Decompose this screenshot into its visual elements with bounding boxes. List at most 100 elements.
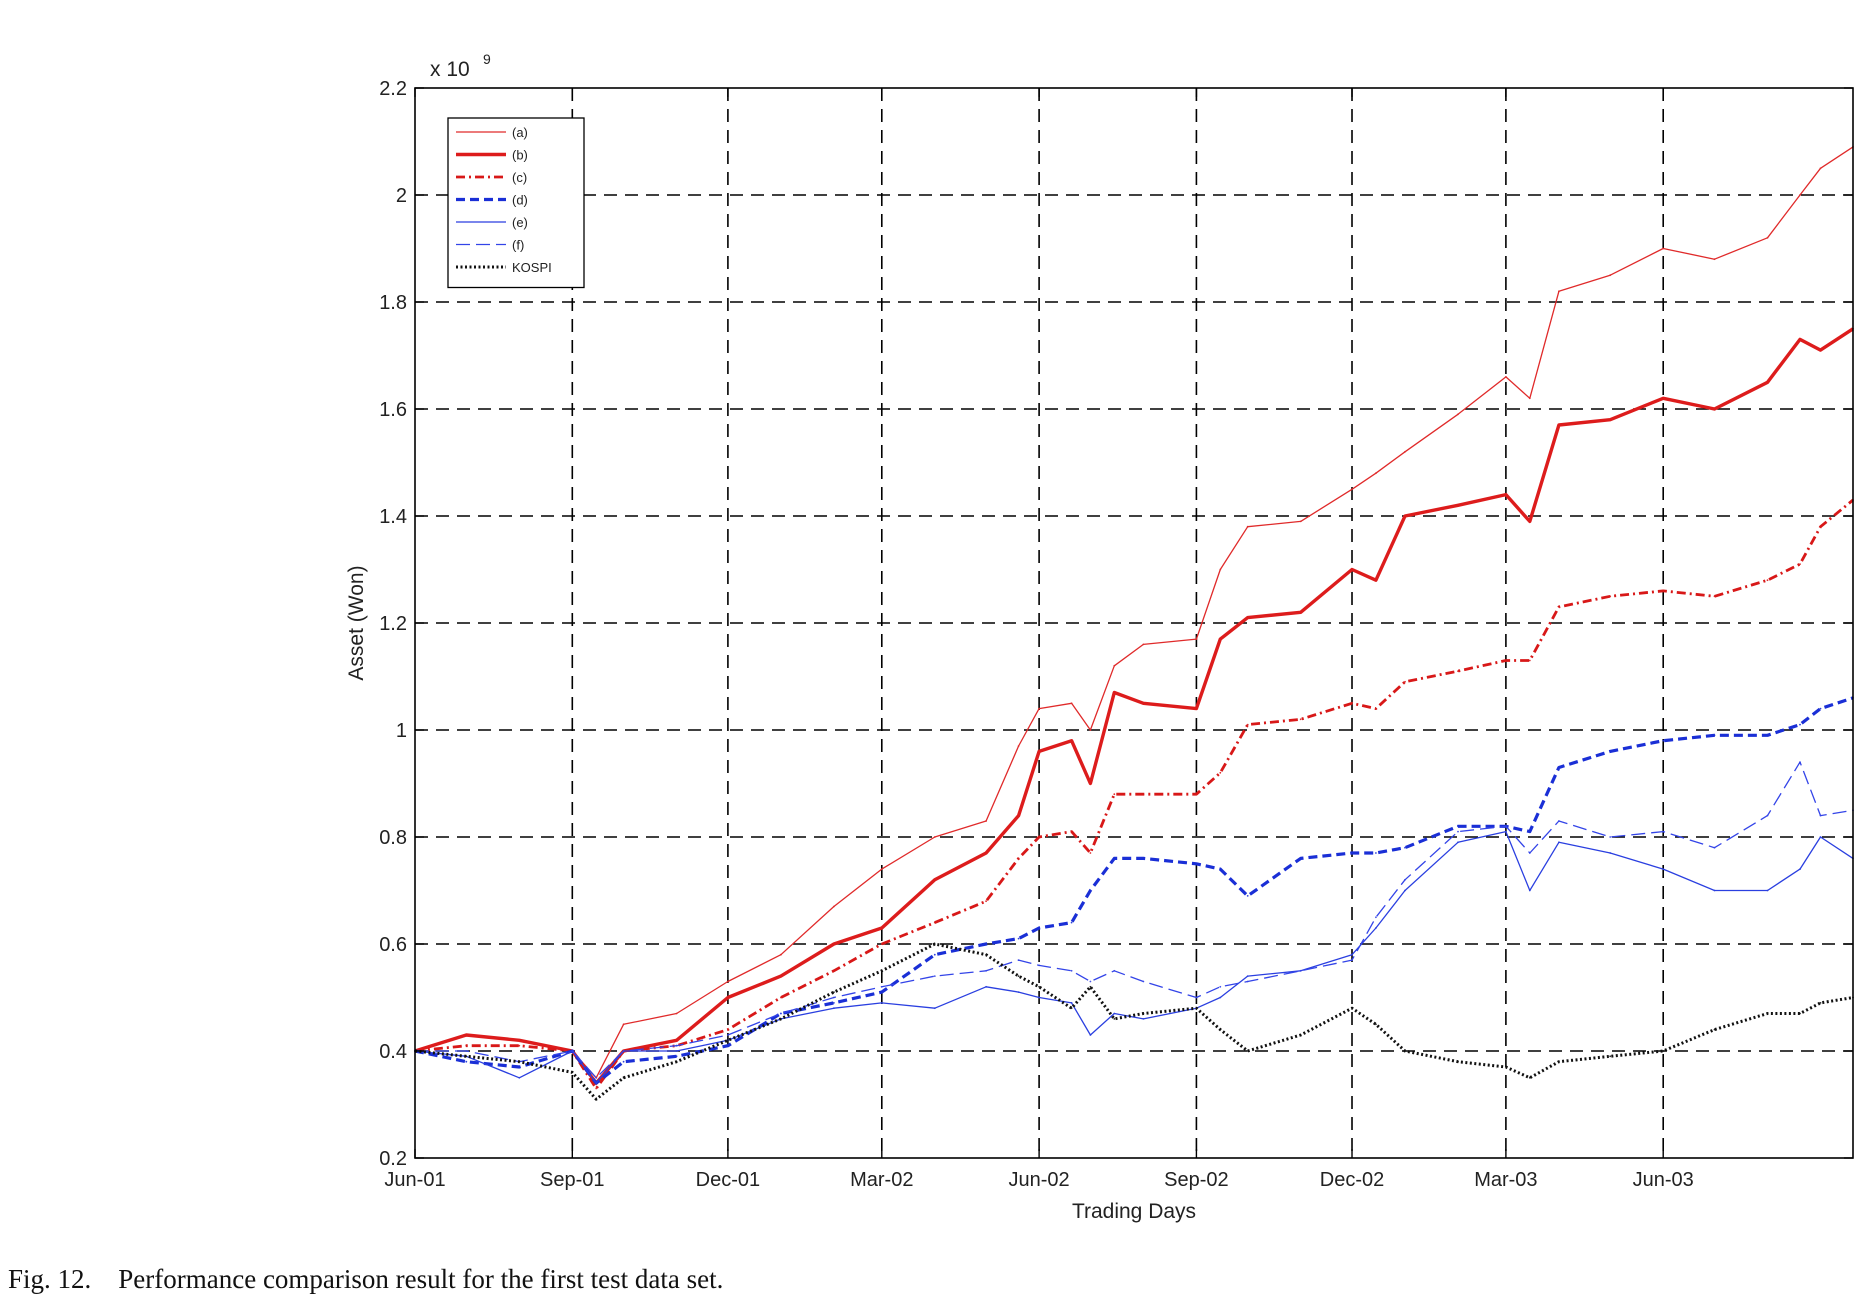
data-point	[1195, 996, 1198, 999]
data-point	[1713, 258, 1716, 261]
data-point	[985, 900, 987, 903]
data-point	[1351, 1007, 1353, 1010]
data-point	[1017, 991, 1020, 993]
data-point	[1457, 670, 1459, 672]
data-point	[1404, 515, 1406, 517]
data-point	[1528, 889, 1531, 892]
data-point	[880, 969, 883, 972]
data-point	[1375, 927, 1377, 929]
data-point	[833, 1002, 835, 1004]
data-point	[1375, 916, 1377, 919]
data-point	[622, 1023, 625, 1026]
data-point	[1219, 985, 1222, 988]
data-point	[1662, 868, 1665, 870]
data-point	[1457, 504, 1459, 507]
data-point	[1713, 408, 1716, 410]
data-point	[1558, 766, 1560, 769]
series-d	[414, 696, 1854, 1085]
data-point	[1070, 921, 1073, 924]
data-point	[1017, 975, 1020, 977]
data-point	[1505, 1066, 1507, 1068]
data-point	[1089, 729, 1092, 731]
data-point	[518, 1066, 521, 1068]
series-line	[414, 327, 1854, 1085]
data-point	[780, 1012, 782, 1015]
data-point	[833, 991, 835, 993]
data-point	[1246, 723, 1249, 726]
data-point	[1375, 707, 1377, 710]
data-point	[727, 980, 729, 983]
data-point	[1299, 520, 1302, 523]
data-point	[622, 1050, 625, 1052]
data-point	[1246, 1050, 1249, 1052]
data-point	[1819, 836, 1822, 838]
data-point	[1799, 868, 1801, 870]
series-line	[414, 696, 1854, 1085]
data-point	[1195, 793, 1198, 796]
data-point	[1662, 590, 1665, 592]
data-point	[1609, 274, 1612, 277]
data-point	[933, 878, 936, 881]
x-axis-label: Trading Days	[1072, 1200, 1196, 1223]
data-point	[727, 1028, 729, 1031]
data-point	[675, 1055, 678, 1058]
data-point	[833, 943, 835, 945]
data-point	[880, 991, 883, 993]
data-point	[1505, 659, 1507, 662]
data-point	[1819, 707, 1822, 710]
data-point	[880, 868, 883, 870]
data-point	[1219, 568, 1222, 571]
data-point	[1819, 167, 1822, 170]
data-point	[1070, 739, 1073, 742]
data-point	[933, 975, 936, 977]
legend-label: (e)	[512, 215, 528, 230]
data-point	[1404, 878, 1406, 881]
grid	[415, 88, 1853, 1158]
data-point	[1195, 1007, 1198, 1010]
series-line	[414, 498, 1854, 1090]
data-point	[727, 1039, 729, 1042]
series-f	[414, 761, 1854, 1079]
legend-box	[447, 117, 585, 289]
legend: (a) (b) (c) (d) (e) (f) KOSPI	[447, 117, 585, 289]
data-point	[465, 1060, 468, 1063]
data-point	[1351, 852, 1353, 854]
data-point	[1142, 702, 1145, 705]
data-point	[1142, 643, 1145, 646]
data-point	[1219, 771, 1222, 774]
data-point	[1038, 750, 1040, 753]
y-axis-label: Asset (Won)	[345, 565, 368, 680]
data-point	[1457, 841, 1459, 844]
axis-ticks: 0.2 0.4 0.6 0.8 1 1.2 1.4 1.6 1.8 2 2.2 Jun-01 Sep-0…	[379, 78, 1853, 1191]
data-point	[985, 953, 987, 956]
data-point	[1246, 895, 1249, 897]
data-point	[985, 820, 987, 822]
x-tick-label: Dec-01	[696, 1169, 760, 1191]
data-point	[1375, 1023, 1377, 1026]
data-point	[1113, 691, 1116, 694]
data-point	[1142, 980, 1145, 983]
legend-label: KOSPI	[512, 260, 552, 275]
y-tick-label: 0.4	[379, 1041, 407, 1063]
data-point	[780, 953, 782, 956]
data-point	[1089, 889, 1092, 892]
data-point	[675, 1012, 678, 1015]
data-point	[1609, 1055, 1612, 1058]
data-point	[1195, 862, 1198, 865]
data-point	[1609, 836, 1612, 838]
data-point	[1713, 595, 1716, 598]
data-point	[985, 969, 987, 972]
data-point	[595, 1087, 598, 1090]
x-tick-label: Mar-02	[850, 1169, 913, 1191]
data-point	[1142, 1018, 1145, 1020]
data-point	[1089, 980, 1092, 983]
legend-label: (b)	[512, 148, 528, 163]
data-point	[1505, 830, 1507, 833]
data-point	[1528, 659, 1531, 662]
data-point	[1351, 568, 1353, 571]
data-point	[1038, 707, 1040, 710]
data-point	[1609, 852, 1612, 854]
data-point	[1819, 814, 1822, 817]
data-point	[780, 975, 782, 977]
